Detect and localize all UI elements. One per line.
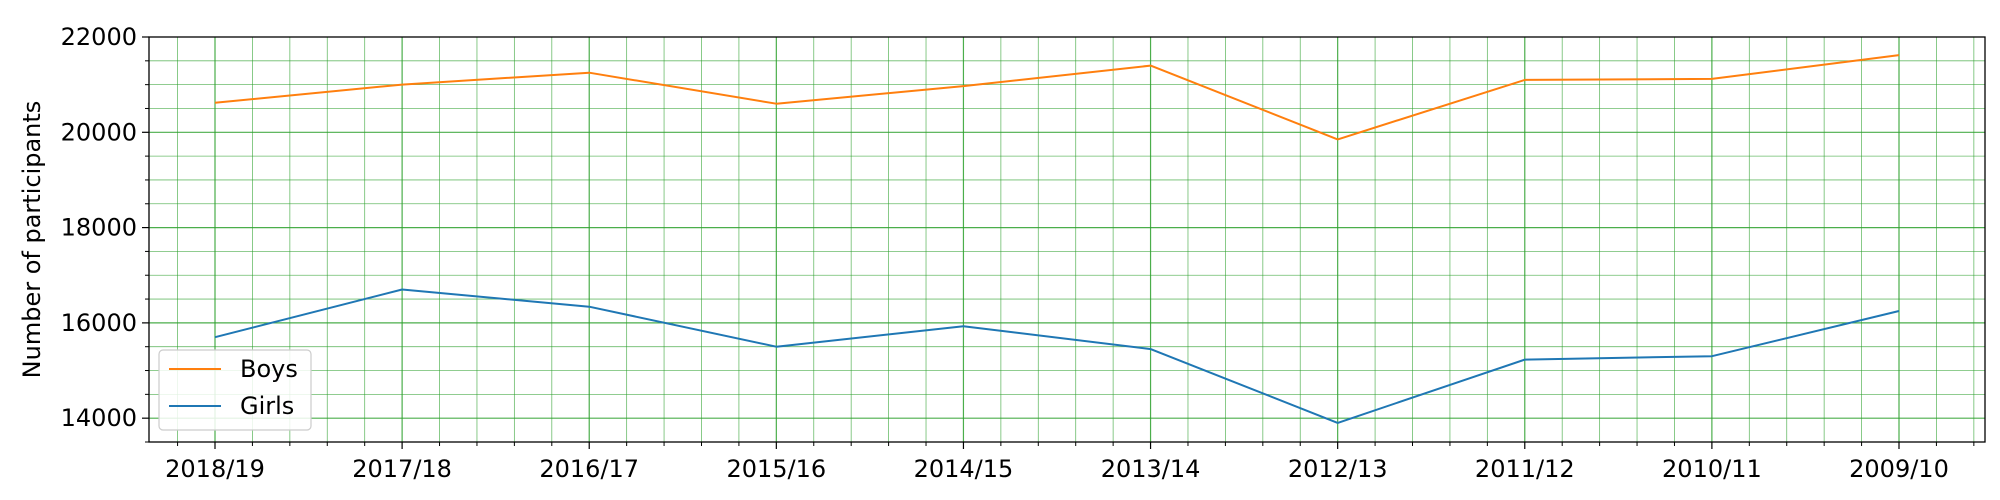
y-tick-label: 18000 xyxy=(61,214,137,242)
y-tick-label: 20000 xyxy=(61,118,137,146)
x-tick-label: 2009/10 xyxy=(1849,455,1949,483)
x-tick-label: 2017/18 xyxy=(352,455,452,483)
legend-label-boys: Boys xyxy=(240,355,298,383)
y-tick-label: 16000 xyxy=(61,309,137,337)
y-tick-label: 22000 xyxy=(61,23,137,51)
grid xyxy=(149,37,1985,442)
y-tick-label: 14000 xyxy=(61,404,137,432)
x-tick-label: 2018/19 xyxy=(165,455,265,483)
x-tick-label: 2010/11 xyxy=(1662,455,1762,483)
legend: Boys Girls xyxy=(158,349,312,431)
y-axis-label: Number of participants xyxy=(18,101,46,379)
series-line-girls xyxy=(214,288,1900,424)
x-tick-label: 2016/17 xyxy=(539,455,639,483)
plot-frame xyxy=(148,36,1986,443)
x-tick-label: 2014/15 xyxy=(914,455,1014,483)
series-line-boys xyxy=(214,54,1900,141)
x-tick-label: 2013/14 xyxy=(1101,455,1201,483)
x-tick-label: 2015/16 xyxy=(726,455,826,483)
legend-label-girls: Girls xyxy=(240,392,294,420)
series-lines xyxy=(214,54,1900,424)
axis-ticks: 2018/19 2017/18 2016/17 2015/16 2014/15 2013/… xyxy=(61,23,1975,483)
x-tick-label: 2012/13 xyxy=(1288,455,1388,483)
x-tick-label: 2011/12 xyxy=(1475,455,1575,483)
